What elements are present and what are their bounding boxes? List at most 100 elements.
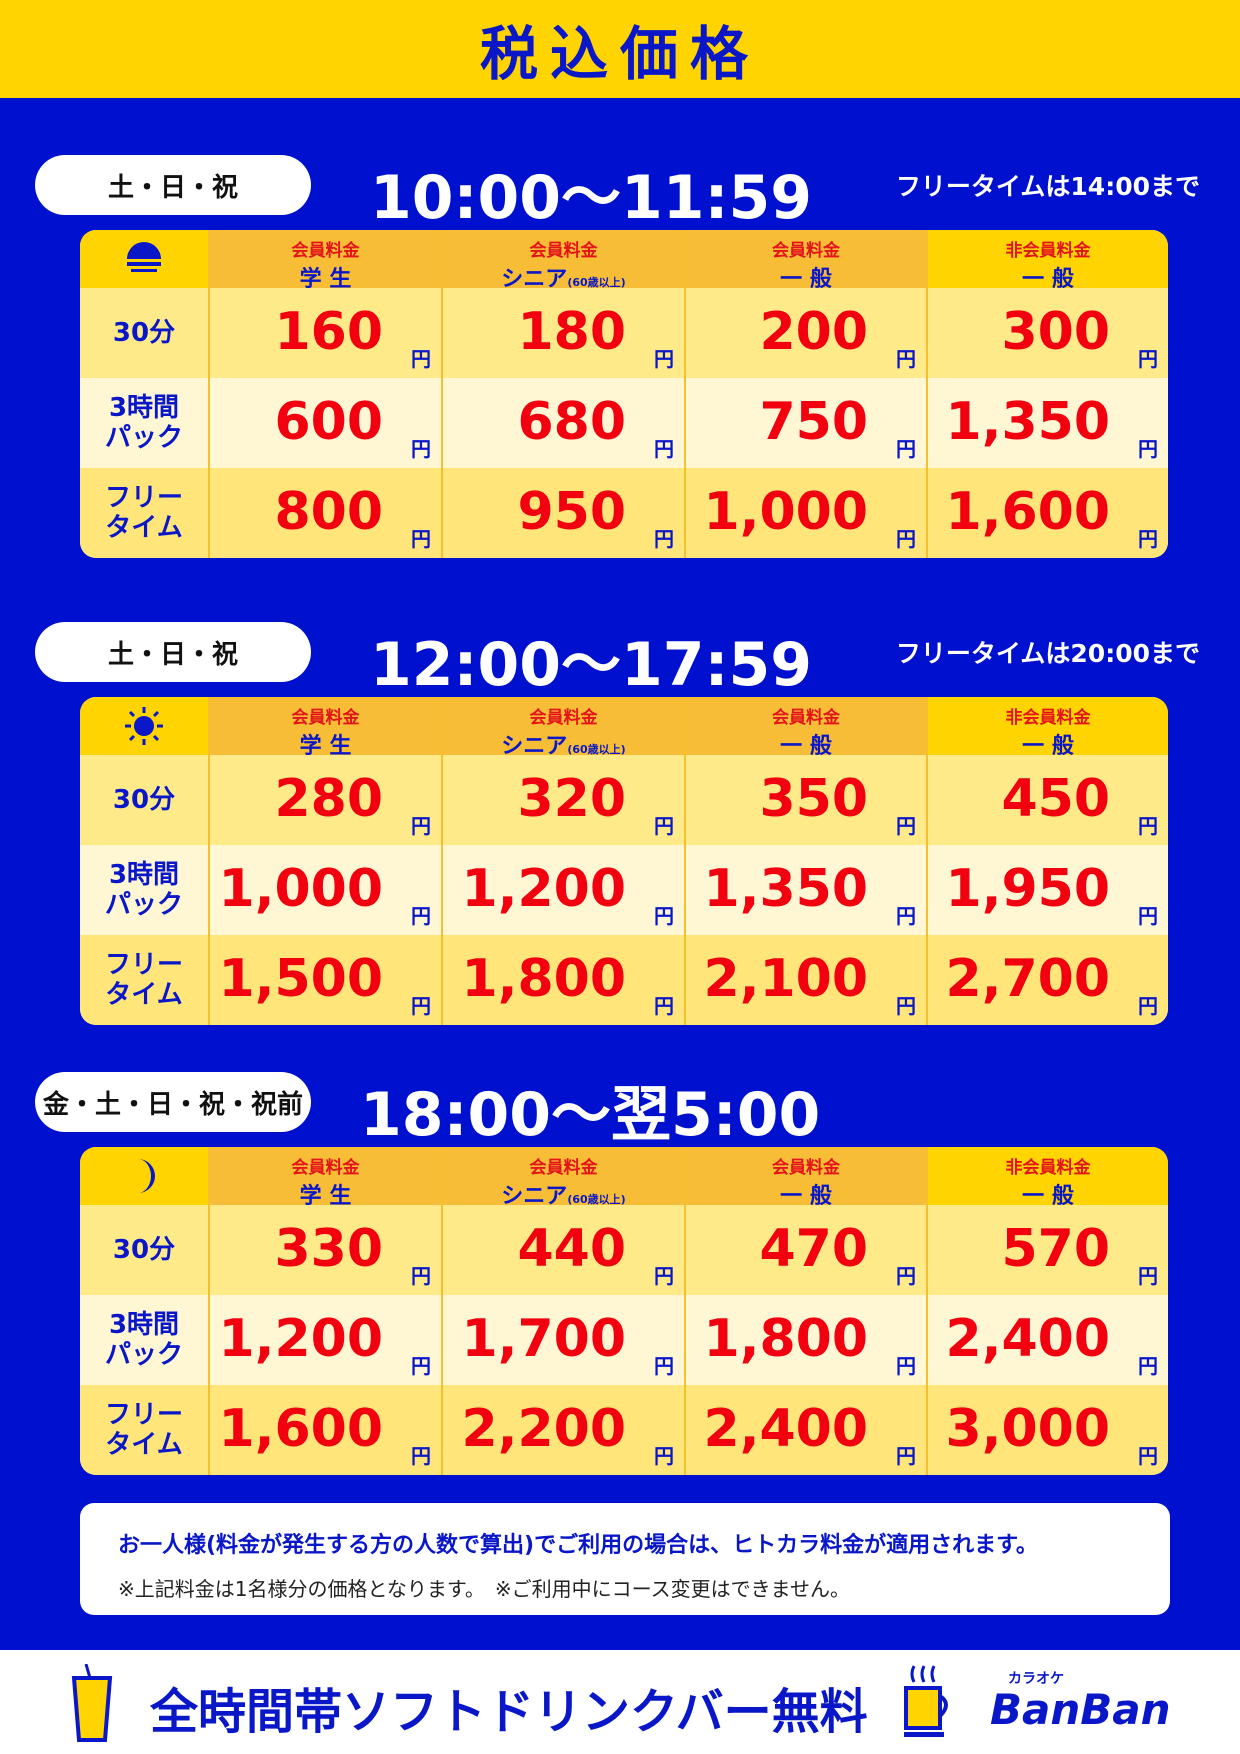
time-range: 12:00〜17:59 <box>370 630 812 700</box>
row-label-line2: パック <box>104 423 183 453</box>
price-value: 200 <box>759 302 868 362</box>
row-label: 30分 <box>80 1205 208 1295</box>
yen-unit: 円 <box>896 437 916 461</box>
row-label-line1: フリー <box>104 950 183 980</box>
row-label-line1: フリー <box>104 1400 183 1430</box>
column-header: 会員料金一 般 <box>686 1147 928 1209</box>
yen-unit: 円 <box>896 347 916 371</box>
column-header: 会員料金 シニア(60歳以上) <box>443 697 686 759</box>
sun-icon <box>80 697 208 755</box>
row-label-line2: パック <box>104 1340 183 1370</box>
yen-unit: 円 <box>411 994 431 1018</box>
price-value: 680 <box>517 392 626 452</box>
price-cell: 1,600 円 <box>928 468 1168 558</box>
row-label-line2: タイム <box>105 1430 183 1460</box>
hot-drink-icon <box>904 1665 948 1737</box>
drink-cup-icon <box>71 1664 113 1742</box>
column-type: 会員料金 <box>529 241 598 261</box>
row-label-line2: タイム <box>105 980 183 1010</box>
page-title: 税込価格 <box>479 20 760 88</box>
column-type: 会員料金 <box>772 241 840 261</box>
price-table: 会員料金学 生会員料金 シニア(60歳以上) 会員料金一 般非会員料金一 般 30分 2… <box>80 697 1168 1025</box>
price-value: 330 <box>274 1219 383 1279</box>
price-cell: 2,400 円 <box>928 1295 1168 1385</box>
price-value: 1,000 <box>218 859 383 919</box>
column-note: (60歳以上) <box>567 1193 626 1206</box>
yen-unit: 円 <box>1138 347 1158 371</box>
table-row: フリー タイム 1,500 円 1,800 円 2,100 円 2,700 円 <box>80 935 1168 1025</box>
price-value: 800 <box>274 482 383 542</box>
price-value: 180 <box>517 302 626 362</box>
table-header: 会員料金学 生会員料金 シニア(60歳以上) 会員料金一 般非会員料金一 般 <box>80 697 1168 759</box>
row-label-line1: 30分 <box>112 785 176 815</box>
table-row: 3時間 パック 600 円 680 円 750 円 1,350 円 <box>80 378 1168 468</box>
column-header: 会員料金学 生 <box>210 230 443 292</box>
price-cell: 3,000 円 <box>928 1385 1168 1475</box>
price-cell: 2,700 円 <box>928 935 1168 1025</box>
price-cell: 2,200 円 <box>443 1385 686 1475</box>
column-label: 学 生 <box>299 267 352 292</box>
yen-unit: 円 <box>896 994 916 1018</box>
price-cell: 950 円 <box>443 468 686 558</box>
price-cell: 1,700 円 <box>443 1295 686 1385</box>
banban-logo: カラオケ BanBan <box>990 1668 1171 1732</box>
price-value: 320 <box>517 769 626 829</box>
footer-text: 全時間帯ソフトドリンクバー無料 <box>150 1684 868 1740</box>
yen-unit: 円 <box>654 437 674 461</box>
yen-unit: 円 <box>654 347 674 371</box>
table-row: フリー タイム 1,600 円 2,200 円 2,400 円 3,000 円 <box>80 1385 1168 1475</box>
yen-unit: 円 <box>654 814 674 838</box>
yen-unit: 円 <box>896 1264 916 1288</box>
yen-unit: 円 <box>654 1354 674 1378</box>
column-label: 一 般 <box>1022 734 1074 759</box>
price-cell: 1,200 円 <box>210 1295 443 1385</box>
price-cell: 1,200 円 <box>443 845 686 935</box>
days-pill: 土・日・祝 <box>35 155 311 215</box>
yen-unit: 円 <box>896 1444 916 1468</box>
price-cell: 440 円 <box>443 1205 686 1295</box>
column-type: 会員料金 <box>529 1158 598 1178</box>
column-header: 会員料金学 生 <box>210 697 443 759</box>
price-value: 950 <box>517 482 626 542</box>
price-cell: 600 円 <box>210 378 443 468</box>
price-cell: 300 円 <box>928 288 1168 378</box>
price-cell: 1,000 円 <box>686 468 928 558</box>
table-row: 30分 280 円 320 円 350 円 450 円 <box>80 755 1168 845</box>
table-header: 会員料金学 生会員料金 シニア(60歳以上) 会員料金一 般非会員料金一 般 <box>80 1147 1168 1209</box>
column-label: 学 生 <box>299 1184 352 1209</box>
yen-unit: 円 <box>654 1264 674 1288</box>
yen-unit: 円 <box>411 437 431 461</box>
row-label: 3時間 パック <box>80 378 208 468</box>
row-label-line1: 30分 <box>112 1235 176 1265</box>
column-type: 非会員料金 <box>1005 708 1091 728</box>
price-value: 2,400 <box>703 1399 868 1459</box>
column-label: 一 般 <box>780 1184 832 1209</box>
yen-unit: 円 <box>654 904 674 928</box>
days-pill: 土・日・祝 <box>35 622 311 682</box>
yen-unit: 円 <box>1138 1354 1158 1378</box>
column-label: シニア <box>501 1184 568 1209</box>
yen-unit: 円 <box>1138 437 1158 461</box>
column-type: 会員料金 <box>772 708 840 728</box>
price-cell: 750 円 <box>686 378 928 468</box>
column-header: 会員料金一 般 <box>686 230 928 292</box>
column-type: 会員料金 <box>291 241 360 261</box>
table-row: フリー タイム 800 円 950 円 1,000 円 1,600 円 <box>80 468 1168 558</box>
row-label: フリー タイム <box>80 468 208 558</box>
yen-unit: 円 <box>896 1354 916 1378</box>
yen-unit: 円 <box>654 527 674 551</box>
yen-unit: 円 <box>411 527 431 551</box>
row-label: 30分 <box>80 288 208 378</box>
yen-unit: 円 <box>411 347 431 371</box>
price-cell: 470 円 <box>686 1205 928 1295</box>
column-header: 非会員料金一 般 <box>928 697 1168 759</box>
price-cell: 180 円 <box>443 288 686 378</box>
price-cell: 1,000 円 <box>210 845 443 935</box>
price-value: 350 <box>759 769 868 829</box>
yen-unit: 円 <box>1138 527 1158 551</box>
price-cell: 1,950 円 <box>928 845 1168 935</box>
price-value: 440 <box>517 1219 626 1279</box>
price-value: 470 <box>759 1219 868 1279</box>
price-cell: 1,350 円 <box>928 378 1168 468</box>
price-value: 160 <box>274 302 383 362</box>
